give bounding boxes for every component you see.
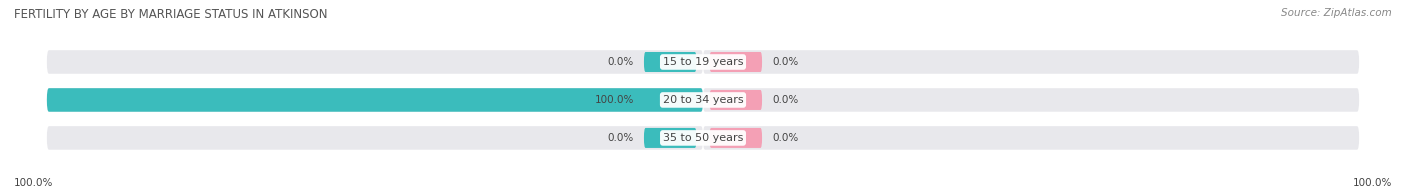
FancyBboxPatch shape — [46, 50, 703, 74]
FancyBboxPatch shape — [703, 126, 1360, 150]
Text: 20 to 34 years: 20 to 34 years — [662, 95, 744, 105]
FancyBboxPatch shape — [710, 128, 762, 148]
Text: 35 to 50 years: 35 to 50 years — [662, 133, 744, 143]
Text: 0.0%: 0.0% — [772, 57, 799, 67]
Text: 100.0%: 100.0% — [14, 178, 53, 188]
Text: 0.0%: 0.0% — [772, 95, 799, 105]
FancyBboxPatch shape — [710, 90, 762, 110]
FancyBboxPatch shape — [644, 128, 696, 148]
Text: 0.0%: 0.0% — [607, 57, 634, 67]
FancyBboxPatch shape — [46, 88, 703, 112]
FancyBboxPatch shape — [46, 126, 703, 150]
FancyBboxPatch shape — [703, 88, 1360, 112]
Text: 0.0%: 0.0% — [772, 133, 799, 143]
Text: 100.0%: 100.0% — [1353, 178, 1392, 188]
Text: 15 to 19 years: 15 to 19 years — [662, 57, 744, 67]
FancyBboxPatch shape — [644, 52, 696, 72]
FancyBboxPatch shape — [644, 90, 696, 110]
FancyBboxPatch shape — [703, 50, 1360, 74]
FancyBboxPatch shape — [46, 88, 703, 112]
Text: Source: ZipAtlas.com: Source: ZipAtlas.com — [1281, 8, 1392, 18]
Text: 0.0%: 0.0% — [607, 133, 634, 143]
Text: FERTILITY BY AGE BY MARRIAGE STATUS IN ATKINSON: FERTILITY BY AGE BY MARRIAGE STATUS IN A… — [14, 8, 328, 21]
Text: 100.0%: 100.0% — [595, 95, 634, 105]
FancyBboxPatch shape — [710, 52, 762, 72]
